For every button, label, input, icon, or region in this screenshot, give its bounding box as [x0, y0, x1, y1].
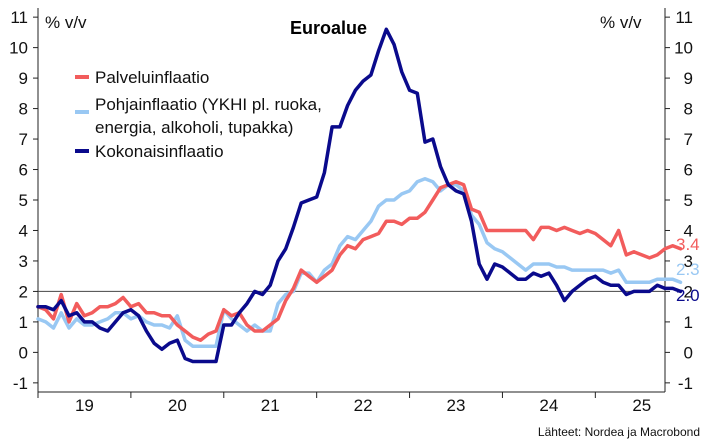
end-label-core: 2.3 — [676, 260, 700, 279]
y-tick-label-left: 7 — [19, 130, 28, 149]
y-tick-label-right: -1 — [678, 374, 693, 393]
chart-title: Euroalue — [290, 18, 367, 38]
x-tick-label: 24 — [539, 396, 558, 415]
end-label-headline: 2.0 — [676, 286, 700, 305]
legend-label-core-line2: energia, alkoholi, tupakka) — [95, 118, 293, 137]
series-lines — [36, 27, 683, 364]
y-tick-label-left: 1 — [19, 313, 28, 332]
x-tick-label: 23 — [447, 396, 466, 415]
x-tick-label: 19 — [75, 396, 94, 415]
y-unit-left: % v/v — [45, 13, 87, 32]
y-tick-label-right: 7 — [684, 130, 693, 149]
core-inflation-line — [36, 176, 683, 349]
axes — [33, 8, 670, 398]
y-tick-label-right: 0 — [684, 343, 693, 362]
y-tick-label-right: 11 — [675, 8, 693, 27]
headline-inflation-line — [36, 27, 683, 364]
y-tick-label-left: 3 — [19, 252, 28, 271]
y-unit-right: % v/v — [600, 13, 642, 32]
x-tick-label: 21 — [261, 396, 280, 415]
y-tick-label-right: 10 — [674, 39, 693, 58]
x-tick-label: 20 — [168, 396, 187, 415]
legend-label-headline: Kokonaisinflaatio — [95, 142, 224, 161]
y-tick-label-right: 2 — [684, 282, 693, 301]
y-tick-label-right: 1 — [684, 313, 693, 332]
y-tick-label-left: 5 — [19, 191, 28, 210]
y-tick-label-left: 9 — [19, 69, 28, 88]
y-tick-label-left: 0 — [19, 343, 28, 362]
y-tick-label-left: 6 — [19, 161, 28, 180]
y-tick-label-left: -1 — [13, 374, 28, 393]
y-tick-label-left: 4 — [19, 221, 28, 240]
y-tick-label-right: 6 — [684, 161, 693, 180]
y-tick-label-right: 4 — [684, 221, 693, 240]
end-label-services: 3.4 — [676, 235, 700, 254]
legend-label-services: Palveluinflaatio — [95, 68, 209, 87]
y-tick-label-left: 11 — [10, 8, 28, 27]
y-tick-label-left: 10 — [9, 39, 28, 58]
y-tick-label-right: 3 — [684, 252, 693, 271]
y-tick-label-right: 9 — [684, 69, 693, 88]
y-tick-label-left: 2 — [19, 282, 28, 301]
legend-label-core-line1: Pohjainflaatio (YKHI pl. ruoka, — [95, 95, 322, 114]
y-tick-label-right: 5 — [684, 191, 693, 210]
y-tick-label-right: 8 — [684, 100, 693, 119]
y-tick-label-left: 8 — [19, 100, 28, 119]
x-tick-label: 25 — [632, 396, 651, 415]
services-inflation-line — [36, 179, 683, 342]
legend: Palveluinflaatio Pohjainflaatio (YKHI pl… — [75, 68, 322, 161]
source-note: Lähteet: Nordea ja Macrobond — [538, 425, 700, 439]
x-tick-label: 22 — [354, 396, 373, 415]
